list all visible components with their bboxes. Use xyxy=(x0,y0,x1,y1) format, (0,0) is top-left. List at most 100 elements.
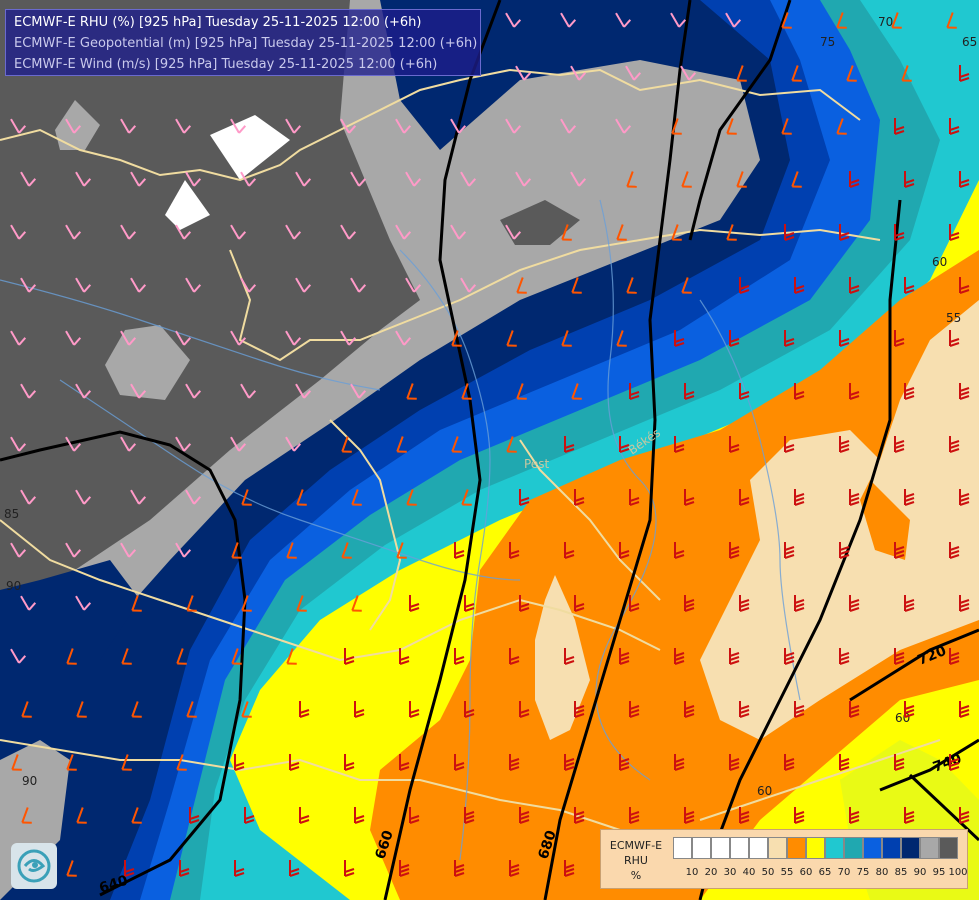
wind-barb xyxy=(130,277,147,293)
legend-tick: 20 xyxy=(704,867,718,878)
wind-barb xyxy=(516,277,527,294)
wind-barb xyxy=(130,383,147,399)
wind-barb xyxy=(629,701,640,718)
wind-barb xyxy=(571,277,582,294)
wind-barb xyxy=(629,489,640,506)
wind-barb xyxy=(949,118,960,135)
wind-barb xyxy=(619,648,630,665)
geopotential-line-700 xyxy=(688,0,792,241)
wind-barb xyxy=(564,860,575,877)
wind-barb xyxy=(959,595,970,612)
wind-barb xyxy=(674,542,685,559)
geopotential-line-640 xyxy=(0,430,247,897)
wind-barb xyxy=(296,595,307,612)
wind-barb xyxy=(946,12,957,29)
rhu-label: 90 xyxy=(22,774,37,788)
wind-barb xyxy=(839,436,850,453)
wind-barb xyxy=(21,807,32,824)
wind-barb xyxy=(340,224,357,240)
wind-barb xyxy=(784,754,795,771)
wind-barb xyxy=(894,542,905,559)
wind-barb xyxy=(176,754,187,771)
wind-barb xyxy=(396,542,407,559)
rhu-label: 85 xyxy=(4,507,19,521)
wind-barb xyxy=(396,436,407,453)
wind-barb xyxy=(341,436,352,453)
rhu-band-white-1 xyxy=(210,115,290,180)
wind-barb xyxy=(121,754,132,771)
wind-barb xyxy=(674,436,685,453)
wind-barb xyxy=(684,595,695,612)
wind-barb xyxy=(725,12,742,28)
wind-barb xyxy=(784,224,795,241)
rhu-label: 55 xyxy=(946,311,961,325)
wind-barb xyxy=(509,542,520,559)
wind-barb xyxy=(891,12,902,29)
wind-barb xyxy=(185,489,202,505)
legend-tick: 55 xyxy=(780,867,794,878)
wind-barb xyxy=(671,224,682,241)
wind-barb xyxy=(519,595,530,612)
wind-barb xyxy=(176,648,187,665)
rhu-band-95-nw-patch2 xyxy=(55,100,100,150)
wind-barb xyxy=(406,383,417,400)
wind-barb xyxy=(794,595,805,612)
wind-barb xyxy=(175,436,192,452)
wind-barb xyxy=(894,648,905,665)
wind-barb xyxy=(571,383,582,400)
wind-barb xyxy=(10,330,27,346)
wind-barb xyxy=(619,542,630,559)
wind-barb xyxy=(121,648,132,665)
wind-barb xyxy=(516,383,527,400)
legend-swatches xyxy=(673,837,958,859)
wind-barb xyxy=(729,436,740,453)
wind-barb xyxy=(894,224,905,241)
wind-barb xyxy=(344,860,355,877)
wind-barb xyxy=(20,171,37,187)
legend-swatch xyxy=(711,837,730,859)
wind-barb xyxy=(10,542,27,558)
rhu-band-55-east xyxy=(700,300,979,740)
wind-barb xyxy=(189,807,200,824)
wind-barb xyxy=(684,701,695,718)
wind-barb xyxy=(399,754,410,771)
wind-barb xyxy=(739,701,750,718)
wind-barb xyxy=(464,807,475,824)
wind-barb xyxy=(736,65,747,82)
wind-barb xyxy=(564,436,575,453)
wind-barb xyxy=(729,542,740,559)
wind-barb xyxy=(10,648,27,664)
wind-barb xyxy=(849,595,860,612)
wind-barb xyxy=(904,277,915,294)
wind-barb xyxy=(75,595,92,611)
wind-barb xyxy=(120,224,137,240)
wind-barb xyxy=(409,701,420,718)
wind-barb xyxy=(849,701,860,718)
wind-barb xyxy=(285,330,302,346)
wind-barb xyxy=(231,648,242,665)
wind-barb xyxy=(626,277,637,294)
wind-barb xyxy=(405,277,422,293)
wind-barb xyxy=(244,807,255,824)
wind-barb xyxy=(289,754,300,771)
wind-barb xyxy=(395,330,412,346)
wind-barb xyxy=(561,330,572,347)
wind-barb xyxy=(729,330,740,347)
wind-barb xyxy=(836,118,847,135)
wind-barb xyxy=(234,860,245,877)
rhu-label: 60 xyxy=(757,784,772,798)
wind-barb xyxy=(739,595,750,612)
rhu-band-95-nw-patch xyxy=(105,325,190,400)
rhu-legend: ECMWF-E RHU % 10 20 30 40 50 55 60 65 70 75 80 85 90… xyxy=(600,829,968,889)
wind-barb xyxy=(406,489,417,506)
wind-barb xyxy=(729,754,740,771)
legend-title-model: ECMWF-E xyxy=(609,839,663,852)
wind-barb xyxy=(65,436,82,452)
wind-barb xyxy=(10,436,27,452)
wind-barb xyxy=(959,65,970,82)
wind-barb xyxy=(949,436,960,453)
wind-barb xyxy=(340,118,357,134)
wind-barb xyxy=(295,171,312,187)
wind-barbs xyxy=(10,12,970,877)
